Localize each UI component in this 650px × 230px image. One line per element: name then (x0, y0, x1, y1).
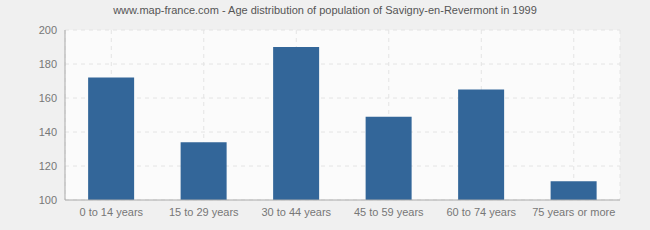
svg-text:200: 200 (39, 24, 57, 36)
svg-text:15 to 29 years: 15 to 29 years (169, 206, 239, 218)
svg-text:60 to 74 years: 60 to 74 years (446, 206, 516, 218)
svg-text:160: 160 (39, 92, 57, 104)
svg-text:75 years or more: 75 years or more (532, 206, 615, 218)
svg-text:45 to 59 years: 45 to 59 years (354, 206, 424, 218)
svg-text:140: 140 (39, 126, 57, 138)
svg-text:120: 120 (39, 160, 57, 172)
svg-text:100: 100 (39, 194, 57, 206)
svg-text:0 to 14 years: 0 to 14 years (79, 206, 143, 218)
svg-text:180: 180 (39, 58, 57, 70)
svg-text:30 to 44 years: 30 to 44 years (261, 206, 331, 218)
html-text:www.map-france.com - Age distr: www.map-france.com - Age distribution of… (113, 4, 537, 16)
